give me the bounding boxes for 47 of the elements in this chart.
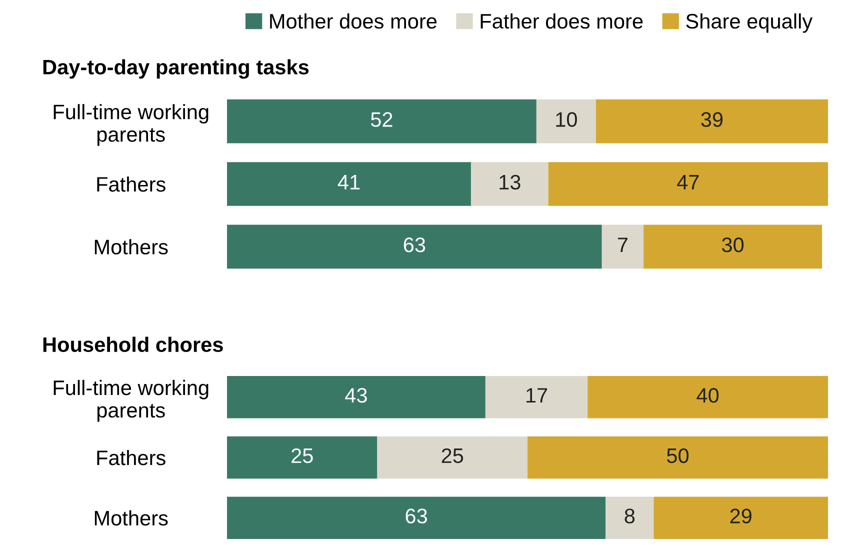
data-label: 47 bbox=[677, 175, 699, 190]
data-label: 30 bbox=[722, 238, 744, 252]
bar bbox=[227, 436, 378, 479]
bar bbox=[602, 224, 644, 269]
data-label: 7 bbox=[618, 238, 628, 252]
data-label: 52 bbox=[370, 112, 392, 127]
data-label: 40 bbox=[696, 388, 719, 403]
y-tick-label: Full-time working parents bbox=[54, 104, 208, 146]
data-label: 13 bbox=[500, 174, 520, 190]
bar bbox=[227, 99, 536, 144]
bar bbox=[548, 162, 828, 206]
data-label: 29 bbox=[730, 508, 752, 524]
bar bbox=[377, 436, 528, 479]
chart-title: Household chores bbox=[43, 336, 223, 352]
bar bbox=[470, 162, 548, 206]
data-label: 8 bbox=[624, 508, 635, 524]
bar bbox=[596, 99, 828, 144]
data-label: 63 bbox=[404, 238, 426, 252]
data-label: 25 bbox=[292, 448, 313, 464]
bar bbox=[528, 436, 828, 479]
bar bbox=[654, 496, 828, 539]
bar bbox=[227, 496, 606, 539]
legend-label: Share equally bbox=[686, 13, 813, 33]
data-label: 25 bbox=[442, 448, 464, 464]
y-tick-label: Full-time working parents bbox=[54, 380, 208, 422]
y-tick-label: Fathers bbox=[97, 176, 166, 192]
bar bbox=[227, 224, 602, 269]
bar bbox=[227, 162, 471, 206]
bar bbox=[536, 99, 596, 144]
y-tick-label: Fathers bbox=[97, 450, 166, 466]
y-tick-label: Mothers bbox=[94, 239, 168, 254]
bar bbox=[485, 376, 588, 418]
legend-label: Mother does more bbox=[270, 13, 437, 29]
y-tick-label: Mothers bbox=[94, 510, 168, 526]
data-label: 41 bbox=[338, 175, 360, 190]
chart-title: Day-to-day parenting tasks bbox=[43, 59, 309, 79]
legend-label: Father does more bbox=[480, 13, 643, 29]
bar bbox=[227, 376, 486, 418]
bar bbox=[644, 224, 822, 269]
data-label: 63 bbox=[406, 508, 427, 524]
data-label: 50 bbox=[667, 448, 689, 464]
data-label: 43 bbox=[345, 388, 367, 403]
data-label: 39 bbox=[701, 112, 723, 127]
data-label: 17 bbox=[526, 388, 548, 403]
bar bbox=[606, 496, 654, 539]
data-label: 10 bbox=[556, 112, 577, 127]
bar bbox=[588, 376, 828, 418]
